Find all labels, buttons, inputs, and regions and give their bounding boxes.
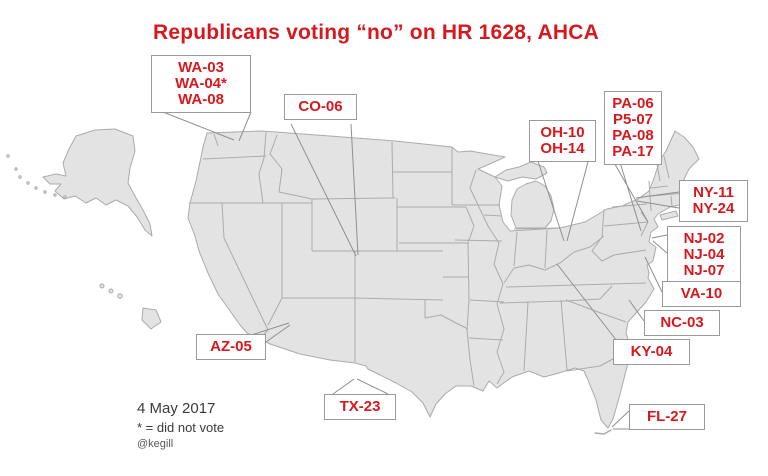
aleutian-islands	[6, 154, 67, 199]
district-label: AZ-05	[210, 338, 252, 355]
district-label: P5-07	[612, 111, 654, 128]
callout-arizona: AZ-05	[196, 334, 266, 360]
callout-washington: WA-03 WA-04* WA-08	[151, 55, 251, 113]
callout-ohio: OH-10 OH-14	[529, 120, 596, 162]
district-label: NJ-02	[683, 230, 725, 247]
callout-pennsylvania: PA-06 P5-07 PA-08 PA-17	[604, 91, 662, 165]
district-label: WA-08	[178, 91, 224, 108]
district-label: WA-03	[178, 59, 224, 76]
district-label: WA-04*	[175, 75, 227, 92]
callout-north-carolina: NC-03	[644, 310, 720, 336]
hawaii-islands	[99, 283, 162, 330]
district-label: NY-24	[692, 200, 735, 217]
district-label: OH-10	[540, 124, 585, 141]
district-label: NJ-07	[683, 262, 725, 279]
callout-colorado: CO-06	[284, 94, 357, 120]
callout-new-york: NY-11 NY-24	[679, 180, 748, 222]
did-not-vote-note: * = did not vote	[137, 420, 225, 435]
district-label: NY-11	[693, 184, 734, 201]
page-title: Republicans voting “no” on HR 1628, AHCA	[153, 21, 599, 44]
district-label: FL-27	[646, 408, 687, 425]
michigan-mitten	[510, 180, 555, 229]
district-label: PA-06	[612, 95, 654, 112]
callout-virginia: VA-10	[662, 281, 741, 307]
long-island	[659, 210, 679, 221]
callout-kentucky: KY-04	[613, 339, 690, 365]
district-label: CO-06	[298, 98, 343, 115]
district-label: OH-14	[540, 140, 585, 157]
district-label: KY-04	[630, 343, 673, 360]
author-credit: @kegill	[137, 438, 174, 450]
district-label: NC-03	[660, 314, 704, 331]
footer-notes: 4 May 2017 * = did not vote @kegill	[137, 400, 224, 450]
leader-lines	[162, 111, 680, 430]
lower48-landmass	[187, 130, 700, 429]
district-label: PA-08	[612, 127, 654, 144]
callout-texas: TX-23	[324, 394, 396, 420]
callout-new-jersey: NJ-02 NJ-04 NJ-07	[667, 226, 741, 284]
district-label: PA-17	[612, 143, 654, 160]
district-label: VA-10	[680, 285, 723, 302]
michigan-upper-peninsula	[494, 161, 548, 182]
date-label: 4 May 2017	[137, 400, 216, 417]
florida-keys	[594, 429, 612, 435]
district-label: NJ-04	[683, 246, 725, 263]
callout-florida: FL-27	[629, 404, 705, 430]
alaska	[42, 128, 153, 237]
district-label: TX-23	[339, 398, 381, 415]
